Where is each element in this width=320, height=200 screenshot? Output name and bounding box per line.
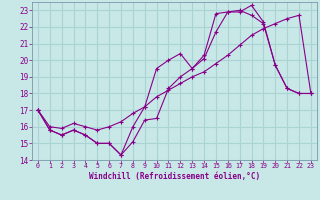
- X-axis label: Windchill (Refroidissement éolien,°C): Windchill (Refroidissement éolien,°C): [89, 172, 260, 181]
